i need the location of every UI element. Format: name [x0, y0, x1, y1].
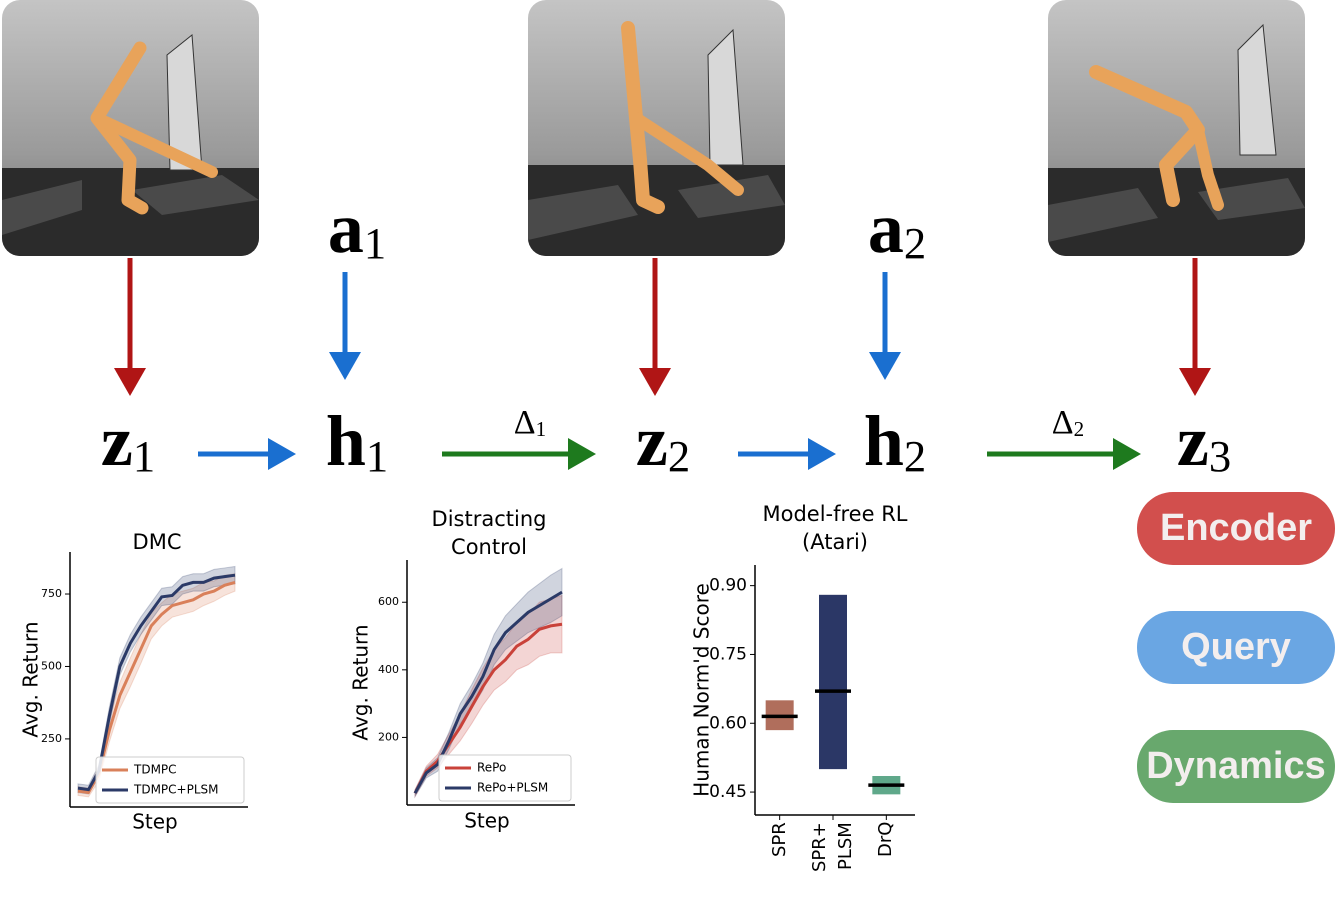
arrow-head: [568, 438, 596, 470]
y-tick-label: 0.75: [709, 644, 747, 664]
y-tick-label: 750: [41, 587, 62, 600]
symbol: Δ: [514, 404, 536, 441]
legend-label: Dynamics: [1146, 745, 1326, 787]
subscript: 2: [904, 431, 926, 481]
y-tick-label: 500: [41, 659, 62, 672]
y-axis-label: Human Norm'd Score: [690, 583, 714, 797]
symbol: h: [864, 401, 904, 481]
y-tick-label: 600: [378, 595, 399, 608]
y-tick-label: 200: [378, 730, 399, 743]
render-image: [2, 0, 259, 256]
chart-title: DMC: [132, 530, 182, 554]
confidence-band: [414, 594, 563, 799]
y-tick-label: 0.90: [709, 576, 747, 596]
x-tick-label: SPR: [768, 822, 790, 857]
legend-label: RePo: [477, 761, 506, 775]
math-symbol: a1: [328, 188, 386, 269]
subscript: 2: [904, 218, 926, 268]
y-tick-label: 0.60: [709, 713, 747, 733]
arrow: [114, 258, 146, 396]
subscript: 1: [133, 431, 155, 481]
x-tick-label: SPR+ PLSM: [809, 822, 856, 872]
math-symbol: h1: [326, 401, 388, 482]
arrow: [869, 272, 901, 380]
x-axis-label: Step: [464, 809, 510, 833]
x-axis-label: Step: [132, 810, 178, 834]
legend-frame: [95, 756, 245, 804]
subscript: 1: [366, 431, 388, 481]
legend-label: Query: [1181, 626, 1291, 668]
legend-box: [1137, 611, 1335, 684]
y-axis-label: Avg. Return: [19, 621, 43, 737]
y-tick-label: 0.45: [709, 782, 747, 802]
math-symbol: z1: [101, 401, 155, 482]
symbol: z: [101, 401, 133, 481]
y-axis-label: Avg. Return: [349, 624, 373, 740]
arrow-head: [114, 368, 146, 396]
math-symbol: h2: [864, 401, 926, 482]
arrow-head: [639, 368, 671, 396]
symbol: a: [868, 188, 904, 268]
subscript: 3: [1209, 431, 1231, 481]
legend-label: Encoder: [1160, 507, 1312, 549]
arrow-head: [329, 352, 361, 380]
arrow: [639, 258, 671, 396]
arrow-head: [268, 438, 296, 470]
math-symbol: z2: [636, 401, 690, 482]
arrow: [738, 438, 836, 470]
arrow: [1179, 258, 1211, 396]
math-symbol: Δ1: [514, 404, 546, 441]
arrow-head: [808, 438, 836, 470]
symbol: z: [636, 401, 668, 481]
chart-title: Distracting Control: [431, 507, 547, 559]
math-symbol: a2: [868, 188, 926, 269]
legend-label: TDMPC+PLSM: [133, 783, 219, 797]
legend-box: [1137, 492, 1335, 565]
math-symbol: z3: [1177, 401, 1231, 482]
symbol: h: [326, 401, 366, 481]
symbol: z: [1177, 401, 1209, 481]
math-symbol: Δ2: [1052, 404, 1084, 441]
y-tick-label: 250: [41, 732, 62, 745]
subscript: 1: [364, 218, 386, 268]
legend-frame: [438, 754, 572, 802]
chart-title: Model-free RL (Atari): [762, 502, 908, 554]
render-image: [1048, 0, 1305, 256]
series-line: [77, 573, 236, 792]
subscript: 2: [1074, 417, 1085, 441]
subscript: 1: [536, 417, 547, 441]
arrow: [198, 438, 296, 470]
legend-box: [1137, 730, 1335, 803]
arrow-head: [1113, 438, 1141, 470]
series-line: [77, 580, 236, 795]
arrow: [442, 438, 596, 470]
arrow: [987, 438, 1141, 470]
arrow: [329, 272, 361, 380]
symbol: a: [328, 188, 364, 268]
legend-label: RePo+PLSM: [477, 781, 548, 795]
x-tick-label: DrQ: [875, 822, 897, 858]
subscript: 2: [668, 431, 690, 481]
symbol: Δ: [1052, 404, 1074, 441]
y-tick-label: 400: [378, 663, 399, 676]
arrow-head: [1179, 368, 1211, 396]
range-box: [819, 594, 847, 770]
legend-label: TDMPC: [133, 763, 177, 777]
render-image: [528, 0, 785, 256]
arrow-head: [869, 352, 901, 380]
